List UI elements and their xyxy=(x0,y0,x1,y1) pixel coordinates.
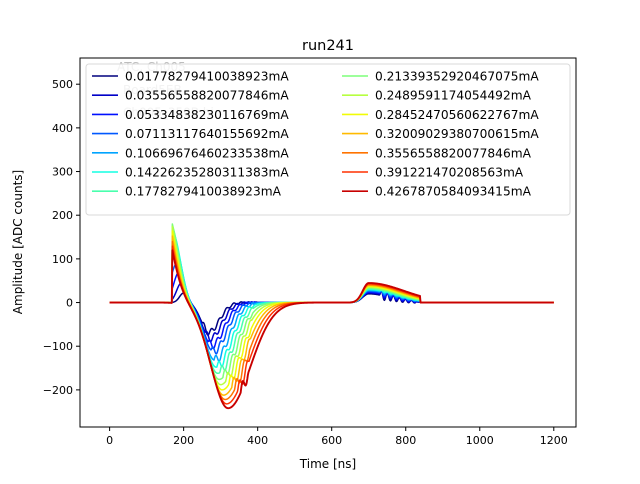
x-tick-label: 200 xyxy=(173,434,194,447)
legend-box xyxy=(85,63,571,216)
legend-label: 0.07113117640155692mA xyxy=(125,127,289,141)
y-tick-label: −100 xyxy=(43,340,73,353)
y-tick-label: −200 xyxy=(43,384,73,397)
legend-label: 0.2489591174054492mA xyxy=(375,89,532,103)
legend-label: 0.05334838230116769mA xyxy=(125,108,289,122)
legend-label: 0.391221470208563mA xyxy=(375,166,524,180)
x-tick-label: 400 xyxy=(247,434,268,447)
x-tick-label: 1200 xyxy=(540,434,568,447)
legend-label: 0.28452470560622767mA xyxy=(375,108,539,122)
legend-label: 0.03556558820077846mA xyxy=(125,89,289,103)
legend-label: 0.21339352920467075mA xyxy=(375,70,539,84)
legend-label: 0.01778279410038923mA xyxy=(125,70,289,84)
y-tick-label: 200 xyxy=(52,209,73,222)
x-axis: 0 200 400 600 800 1000 1200 xyxy=(106,427,568,447)
plot-lines xyxy=(109,223,555,410)
x-tick-label: 1000 xyxy=(466,434,494,447)
y-tick-label: 0 xyxy=(66,297,73,310)
y-axis: −200 −100 0 100 200 300 400 500 xyxy=(43,78,80,397)
legend-label: 0.4267870584093415mA xyxy=(375,185,532,199)
x-tick-label: 0 xyxy=(106,434,113,447)
plot-frame xyxy=(79,57,577,428)
legend-label: 0.1778279410038923mA xyxy=(125,185,282,199)
legend-label: 0.14226235280311383mA xyxy=(125,166,289,180)
legend: 0.01778279410038923mA 0.03556558820077846… xyxy=(85,63,571,216)
chart-title: run241 xyxy=(302,38,354,54)
y-tick-label: 500 xyxy=(52,78,73,91)
y-axis-label: Amplitude [ADC counts] xyxy=(11,170,25,314)
y-tick-label: 100 xyxy=(52,253,73,266)
x-axis-label: Time [ns] xyxy=(299,457,356,471)
x-tick-label: 800 xyxy=(395,434,416,447)
legend-label: 0.10669676460233538mA xyxy=(125,146,289,160)
y-tick-label: 300 xyxy=(52,166,73,179)
legend-label: 0.32009029380700615mA xyxy=(375,127,539,141)
series-line xyxy=(109,249,555,410)
legend-label: 0.3556558820077846mA xyxy=(375,146,532,160)
x-tick-label: 600 xyxy=(321,434,342,447)
y-tick-label: 400 xyxy=(52,122,73,135)
